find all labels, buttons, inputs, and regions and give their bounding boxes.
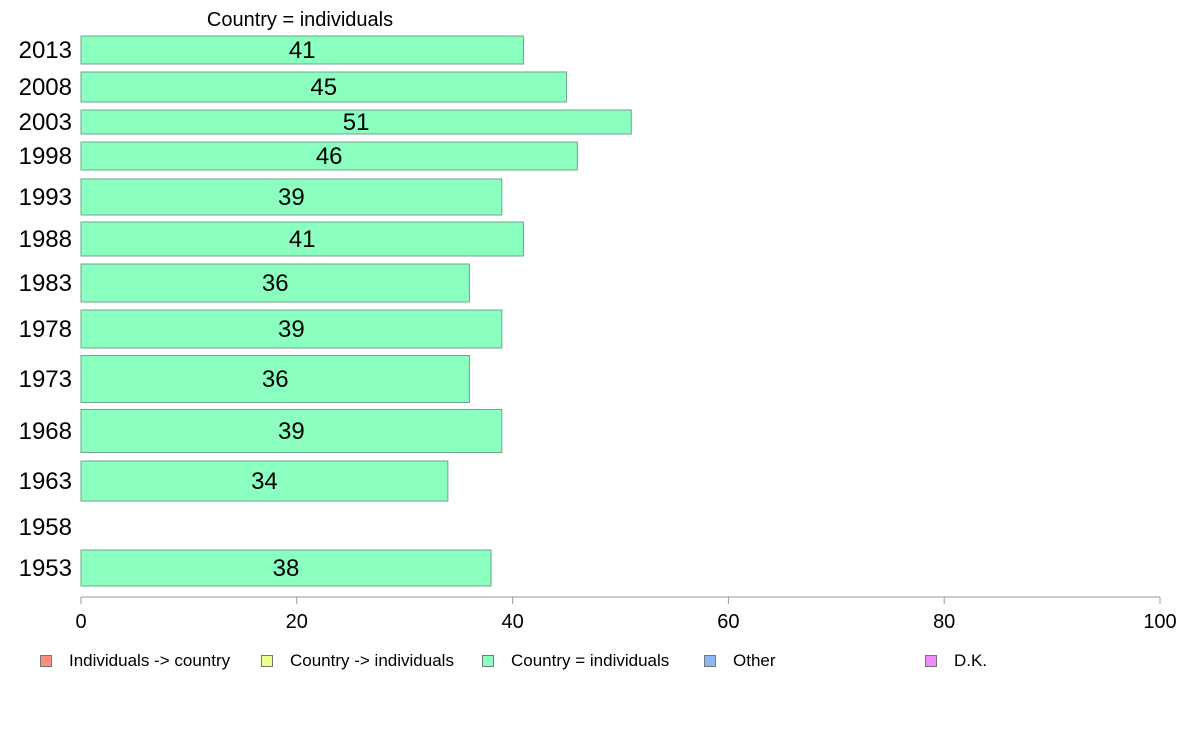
y-tick-label: 1988 xyxy=(19,226,72,253)
bar-value-label: 46 xyxy=(316,143,343,170)
bar xyxy=(80,109,632,135)
y-tick-label: 1998 xyxy=(19,143,72,170)
legend-swatch xyxy=(40,655,52,667)
bar xyxy=(80,460,449,502)
chart-canvas: Country = individuals 414551463941363936… xyxy=(19,9,1177,633)
x-tick-label: 80 xyxy=(933,611,955,633)
legend-item-country-to-individuals: Country -> individuals xyxy=(261,650,454,672)
y-tick-label: 1993 xyxy=(19,184,72,211)
legend-swatch xyxy=(704,655,716,667)
bar-value-label: 36 xyxy=(262,270,289,297)
y-tick-label: 1958 xyxy=(19,514,72,541)
legend-item-dk: D.K. xyxy=(925,650,987,672)
x-tick-label: 60 xyxy=(717,611,739,633)
legend-label: Other xyxy=(733,651,776,670)
y-tick-label: 1963 xyxy=(19,468,72,495)
bar xyxy=(80,549,492,587)
x-tick-label: 0 xyxy=(75,611,86,633)
y-tick-label: 1973 xyxy=(19,366,72,393)
x-axis: 0 20 40 60 80 100 xyxy=(75,596,1177,633)
bar xyxy=(80,355,470,403)
y-tick-label: 1983 xyxy=(19,270,72,297)
bar xyxy=(80,178,503,216)
legend: Individuals -> country Country -> indivi… xyxy=(0,650,1188,674)
legend-item-other: Other xyxy=(704,650,776,672)
y-tick-label: 2008 xyxy=(19,74,72,101)
bar xyxy=(80,221,524,257)
bar xyxy=(80,309,503,349)
bar-value-label: 38 xyxy=(273,555,300,582)
legend-item-individuals-to-country: Individuals -> country xyxy=(40,650,230,672)
bar-value-label: 36 xyxy=(262,366,289,393)
bar xyxy=(80,71,568,103)
legend-swatch xyxy=(261,655,273,667)
x-tick-label: 40 xyxy=(501,611,523,633)
bar xyxy=(80,263,470,303)
x-tick-label: 20 xyxy=(286,611,308,633)
bar-value-label: 41 xyxy=(289,226,316,253)
bar-value-label: 41 xyxy=(289,37,316,64)
y-axis-labels: 2013 2008 2003 1998 1993 1988 1983 1978 1973 1968… xyxy=(19,37,72,582)
y-tick-label: 2003 xyxy=(19,109,72,136)
x-tick-label: 100 xyxy=(1143,611,1176,633)
y-tick-label: 1953 xyxy=(19,555,72,582)
legend-swatch xyxy=(925,655,937,667)
bar xyxy=(80,35,524,65)
bar-value-label: 39 xyxy=(278,418,305,445)
legend-label: Country = individuals xyxy=(511,651,670,670)
legend-label: D.K. xyxy=(954,651,988,670)
bar-value-label: 39 xyxy=(278,184,305,211)
y-tick-label: 2013 xyxy=(19,37,72,64)
bar xyxy=(80,409,503,453)
bar-value-label: 51 xyxy=(343,109,370,136)
legend-item-country-equals-individuals: Country = individuals xyxy=(482,650,669,672)
y-tick-label: 1968 xyxy=(19,418,72,445)
chart-title: Country = individuals xyxy=(207,9,393,31)
legend-label: Individuals -> country xyxy=(69,651,231,670)
bar-value-label: 34 xyxy=(251,468,278,495)
bar xyxy=(80,141,578,171)
y-tick-label: 1978 xyxy=(19,316,72,343)
bar-value-label: 45 xyxy=(310,74,337,101)
legend-swatch xyxy=(482,655,494,667)
legend-label: Country -> individuals xyxy=(290,651,454,670)
bar-value-label: 39 xyxy=(278,316,305,343)
